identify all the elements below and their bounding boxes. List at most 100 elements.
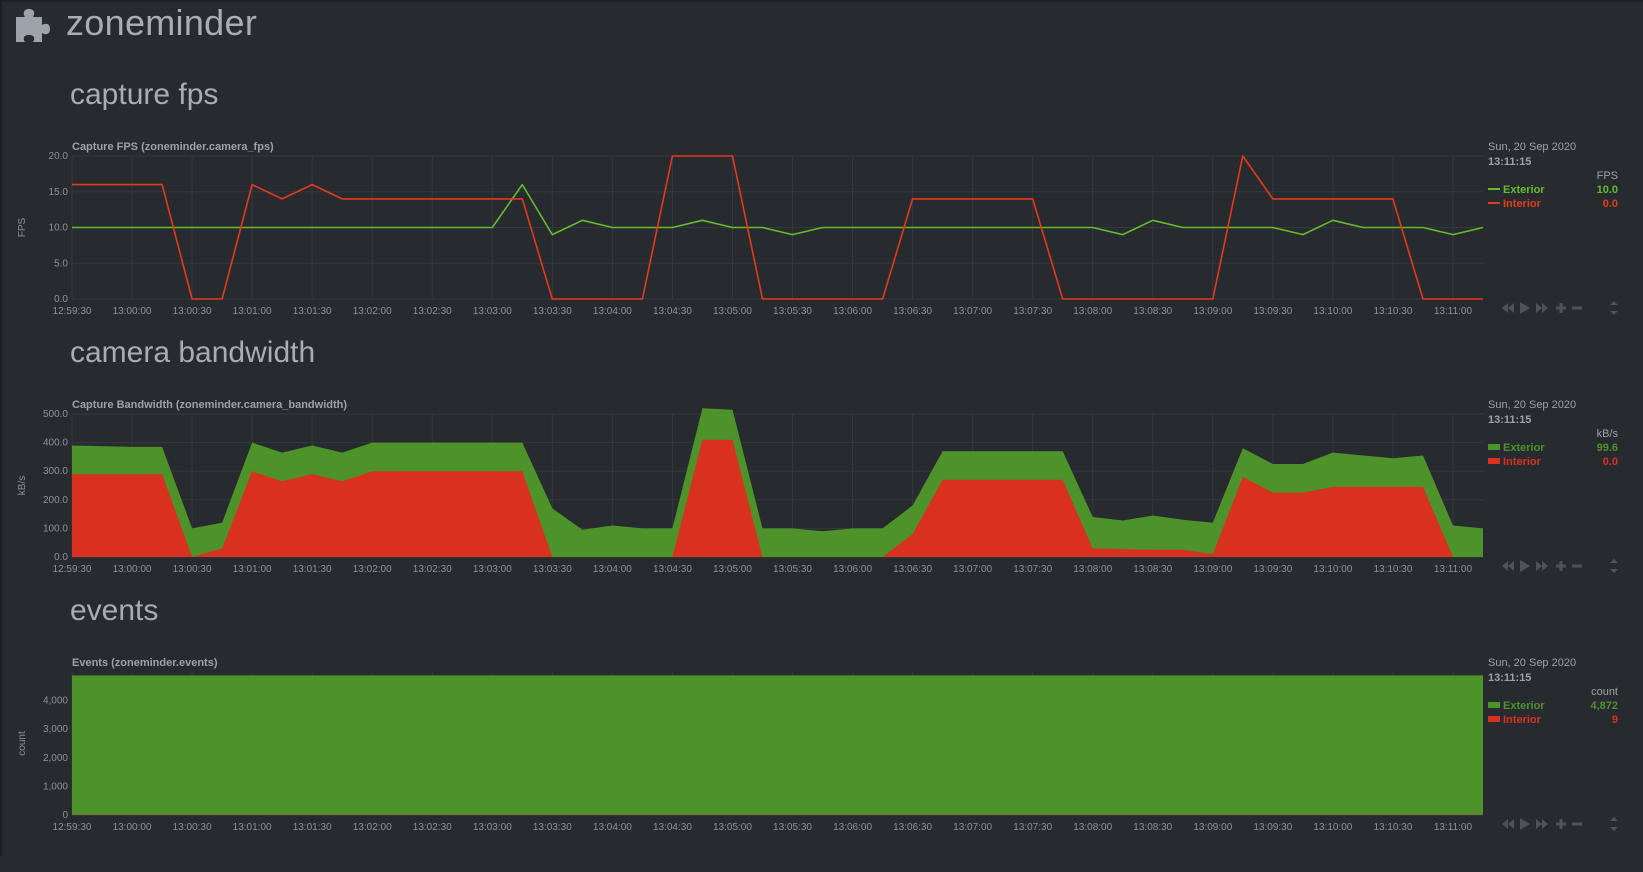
play-icon[interactable] [1520,560,1530,572]
play-icon[interactable] [1520,818,1530,830]
x-tick-label: 13:08:30 [1133,306,1172,317]
resize-icon-shape [1610,817,1618,831]
x-tick-label: 13:08:30 [1133,564,1172,575]
y-tick-label: 300.0 [43,466,68,477]
x-tick-label: 13:03:00 [473,564,512,575]
x-tick-label: 13:05:00 [713,306,752,317]
zoom-in-icon[interactable] [1556,819,1566,829]
legend-units: FPS [1597,170,1618,182]
play-icon[interactable] [1520,302,1530,314]
x-tick-label: 13:03:30 [533,564,572,575]
play-icon-shape [1520,302,1530,314]
zoom-out-icon[interactable] [1572,307,1582,310]
legend-value-interior: 0.0 [1603,456,1618,468]
zoom-in-icon-shape [1556,303,1566,313]
x-tick-label: 13:04:00 [593,306,632,317]
x-tick-label: 13:09:00 [1193,822,1232,833]
capture-fps-chart[interactable]: Capture FPS (zoneminder.camera_fps)FPS20… [0,136,1643,356]
legend-date: Sun, 20 Sep 2020 [1488,657,1576,669]
legend-name-interior[interactable]: Interior [1503,456,1542,468]
x-tick-label: 13:08:00 [1073,822,1112,833]
play-icon-shape [1520,818,1530,830]
x-tick-label: 13:10:00 [1313,564,1352,575]
legend-name-interior[interactable]: Interior [1503,714,1542,726]
fast-forward-icon[interactable] [1536,561,1548,571]
legend-name-exterior[interactable]: Exterior [1503,700,1545,712]
rewind-icon[interactable] [1502,561,1514,571]
zoom-out-icon[interactable] [1572,823,1582,826]
y-tick-label: 20.0 [49,151,69,162]
x-tick-label: 13:05:30 [773,822,812,833]
legend-swatch-exterior [1488,702,1500,708]
x-tick-label: 12:59:30 [53,306,92,317]
x-tick-label: 13:10:30 [1373,822,1412,833]
legend-name-interior[interactable]: Interior [1503,198,1542,210]
x-tick-label: 13:11:00 [1434,306,1473,317]
y-tick-label: 200.0 [43,495,68,506]
legend-name-exterior[interactable]: Exterior [1503,442,1545,454]
y-axis-label: FPS [17,217,28,237]
x-tick-label: 13:09:30 [1253,822,1292,833]
resize-icon[interactable] [1610,301,1618,315]
x-tick-label: 13:09:30 [1253,564,1292,575]
zoom-in-icon[interactable] [1556,303,1566,313]
x-tick-label: 13:02:30 [413,822,452,833]
x-tick-label: 13:00:30 [173,822,212,833]
x-tick-label: 13:02:30 [413,306,452,317]
y-tick-label: 3,000 [43,724,68,735]
rewind-icon-shape [1502,819,1514,829]
legend-value-exterior: 99.6 [1597,442,1618,454]
x-tick-label: 13:05:00 [713,822,752,833]
x-tick-label: 13:06:00 [833,564,872,575]
x-tick-label: 13:01:30 [293,564,332,575]
x-tick-label: 13:01:30 [293,822,332,833]
x-tick-label: 13:10:00 [1313,306,1352,317]
x-tick-label: 13:04:30 [653,822,692,833]
x-tick-label: 13:10:30 [1373,306,1412,317]
x-tick-label: 13:00:00 [113,306,152,317]
legend-value-exterior: 4,872 [1590,700,1618,712]
rewind-icon[interactable] [1502,303,1514,313]
y-tick-label: 500.0 [43,409,68,420]
camera-bandwidth-chart[interactable]: Capture Bandwidth (zoneminder.camera_ban… [0,394,1643,614]
zoom-in-icon-shape [1556,561,1566,571]
zoom-in-icon[interactable] [1556,561,1566,571]
zoom-out-icon[interactable] [1572,565,1582,568]
resize-icon-shape [1610,559,1618,573]
x-tick-label: 13:06:30 [893,306,932,317]
x-tick-label: 13:06:30 [893,822,932,833]
y-tick-label: 0 [62,810,68,821]
x-tick-label: 13:00:30 [173,564,212,575]
y-tick-label: 15.0 [49,187,69,198]
events-chart[interactable]: Events (zoneminder.events)count4,0003,00… [0,652,1643,872]
legend-swatch-interior [1488,716,1500,722]
resize-icon[interactable] [1610,817,1618,831]
legend-name-exterior[interactable]: Exterior [1503,184,1545,196]
x-tick-label: 13:01:00 [233,564,272,575]
x-tick-label: 13:01:30 [293,306,332,317]
y-tick-label: 1,000 [43,781,68,792]
fast-forward-icon[interactable] [1536,819,1548,829]
section-heading-camera-bandwidth: camera bandwidth [70,336,315,370]
x-tick-label: 13:10:00 [1313,822,1352,833]
y-tick-label: 10.0 [49,223,69,234]
x-tick-label: 13:02:30 [413,564,452,575]
fast-forward-icon[interactable] [1536,303,1548,313]
rewind-icon[interactable] [1502,819,1514,829]
chart-title: Capture Bandwidth (zoneminder.camera_ban… [72,399,347,411]
x-tick-label: 13:06:00 [833,822,872,833]
x-tick-label: 13:08:00 [1073,306,1112,317]
x-tick-label: 13:02:00 [353,822,392,833]
fast-forward-icon-shape [1536,303,1548,313]
x-tick-label: 13:08:30 [1133,822,1172,833]
puzzle-piece-icon [14,3,56,43]
x-tick-label: 13:11:00 [1434,822,1473,833]
x-tick-label: 13:06:00 [833,306,872,317]
resize-icon[interactable] [1610,559,1618,573]
x-tick-label: 13:00:30 [173,306,212,317]
x-tick-label: 13:03:00 [473,306,512,317]
legend-swatch-exterior [1488,444,1500,450]
legend-value-interior: 9 [1612,714,1618,726]
x-tick-label: 13:05:30 [773,564,812,575]
legend-swatch-interior [1488,458,1500,464]
